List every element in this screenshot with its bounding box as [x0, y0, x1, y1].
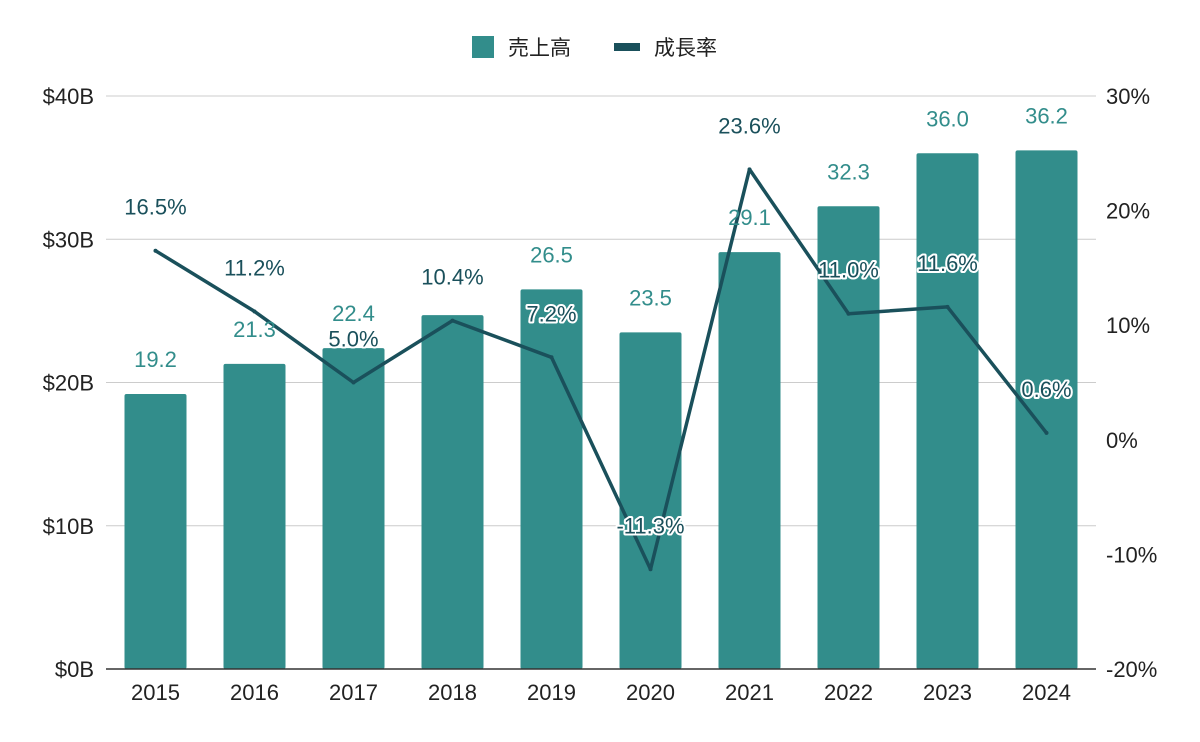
right-tick-label: -20% [1106, 657, 1157, 682]
bar-data-labels: 19.2 21.3 22.4 26.5 23.5 29.1 32.3 36.0 36.2 [134, 103, 1068, 372]
bar-2022 [817, 206, 880, 670]
x-tick-label: 2020 [626, 680, 675, 705]
bar-series [124, 150, 1078, 670]
legend-label-growth: 成長率 [654, 36, 717, 60]
bar-label-2015: 19.2 [134, 347, 177, 372]
bar-label-2017: 22.4 [332, 301, 375, 326]
right-axis-ticks: -20% -10% 0% 10% 20% 30% [1106, 84, 1157, 682]
x-tick-label: 2018 [428, 680, 477, 705]
growth-point-2024 [1044, 430, 1049, 435]
bar-label-2019: 26.5 [530, 242, 573, 267]
line-data-labels: 16.5% 11.2% 5.0% 10.4% 7.2% -11.3% 23.6% 11.0% 1… [122, 111, 1073, 540]
bar-label-2022: 32.3 [827, 159, 870, 184]
bar-2018 [421, 315, 484, 669]
growth-line [153, 167, 1049, 572]
bar-2024 [1015, 150, 1078, 669]
x-tick-label: 2019 [527, 680, 576, 705]
x-axis-ticks: 2015 2016 2017 2018 2019 2020 2021 2022 2023 2024 [131, 680, 1071, 705]
growth-point-2019 [549, 355, 554, 360]
growth-label-2020: -11.3% [616, 513, 684, 538]
bar-2016 [223, 363, 286, 669]
growth-label-2022: 11.0% [818, 258, 879, 283]
x-tick-label: 2021 [725, 680, 774, 705]
growth-point-2017 [351, 380, 356, 385]
growth-point-2018 [450, 318, 455, 323]
left-tick-label: $10B [43, 514, 94, 539]
right-tick-label: 10% [1106, 313, 1150, 338]
right-tick-label: 0% [1106, 428, 1138, 453]
legend-swatch-growth [614, 43, 640, 51]
bar-2015 [124, 393, 187, 669]
growth-point-2023 [945, 304, 950, 309]
bar-label-2021: 29.1 [728, 205, 771, 230]
left-tick-label: $30B [43, 227, 94, 252]
bar-label-2020: 23.5 [629, 285, 672, 310]
growth-point-2015 [153, 248, 158, 253]
x-tick-label: 2024 [1022, 680, 1071, 705]
growth-label-2018: 10.4% [421, 265, 483, 290]
growth-label-2024: 0.6% [1021, 377, 1071, 402]
growth-label-2019: 7.2% [526, 301, 576, 326]
right-tick-label: -10% [1106, 542, 1157, 567]
bar-2023 [916, 153, 979, 670]
legend-swatch-revenue [472, 36, 494, 58]
x-tick-label: 2023 [923, 680, 972, 705]
x-tick-label: 2015 [131, 680, 180, 705]
bar-2020 [619, 332, 682, 669]
growth-point-2020 [648, 567, 653, 572]
growth-point-2021 [747, 167, 752, 172]
x-tick-label: 2017 [329, 680, 378, 705]
legend-label-revenue: 売上高 [508, 36, 571, 60]
bar-label-2016: 21.3 [233, 317, 276, 342]
line-series [153, 167, 1049, 572]
left-axis-ticks: $0B $10B $20B $30B $40B [43, 84, 94, 682]
left-tick-label: $40B [43, 84, 94, 109]
x-tick-label: 2022 [824, 680, 873, 705]
legend: 売上高 成長率 [472, 36, 717, 60]
right-tick-label: 30% [1106, 84, 1150, 109]
x-tick-label: 2016 [230, 680, 279, 705]
growth-point-2022 [846, 311, 851, 316]
bar-label-2024: 36.2 [1025, 103, 1068, 128]
growth-label-2017: 5.0% [328, 327, 378, 352]
growth-label-2016: 11.2% [224, 255, 285, 280]
left-tick-label: $20B [43, 371, 94, 396]
right-tick-label: 20% [1106, 199, 1150, 224]
growth-label-2021: 23.6% [718, 113, 780, 138]
growth-label-2015: 16.5% [124, 195, 186, 220]
bar-label-2023: 36.0 [926, 106, 969, 131]
bar-2019 [520, 289, 583, 669]
bar-2021 [718, 252, 781, 669]
growth-point-2016 [252, 309, 257, 314]
growth-label-2023: 11.6% [917, 251, 978, 276]
bar-2017 [322, 348, 385, 669]
left-tick-label: $0B [55, 657, 94, 682]
